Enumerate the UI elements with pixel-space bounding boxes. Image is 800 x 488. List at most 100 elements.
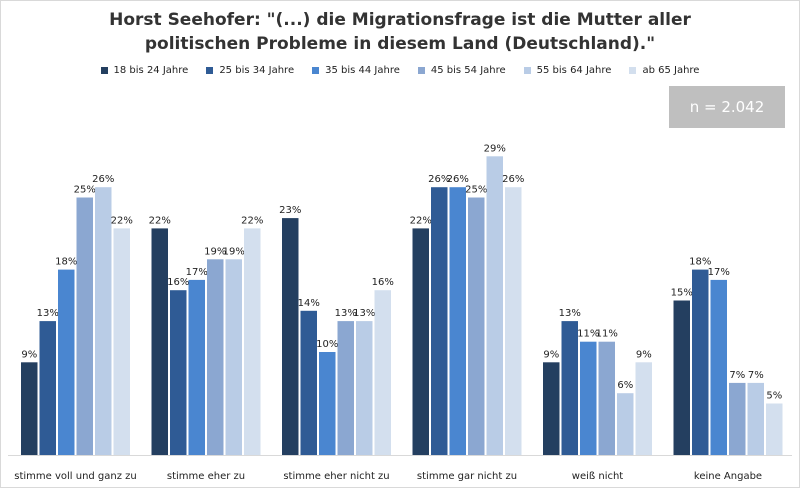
bar <box>58 269 75 455</box>
bar <box>561 321 578 455</box>
bar <box>113 228 130 455</box>
data-label: 23% <box>279 205 301 216</box>
bar <box>673 300 690 455</box>
bar <box>170 290 187 455</box>
data-label: 26% <box>502 174 524 185</box>
bar <box>282 218 299 455</box>
bar <box>225 259 242 455</box>
category-label: stimme eher nicht zu <box>283 471 389 482</box>
category-label: weiß nicht <box>572 471 624 482</box>
bar <box>505 187 522 455</box>
bar <box>635 362 652 455</box>
category-label: stimme gar nicht zu <box>417 471 517 482</box>
legend-swatch <box>312 67 320 74</box>
data-label: 18% <box>689 257 711 268</box>
bar <box>412 228 429 455</box>
data-label: 26% <box>428 174 450 185</box>
data-label: 19% <box>223 246 245 257</box>
bar <box>710 279 727 455</box>
bar <box>39 321 56 455</box>
data-label: 22% <box>111 215 133 226</box>
legend-label: 18 bis 24 Jahre <box>113 65 189 76</box>
data-label: 11% <box>577 329 599 340</box>
data-label: 6% <box>617 380 633 391</box>
data-label: 22% <box>241 215 263 226</box>
data-label: 7% <box>729 370 745 381</box>
legend-item: 55 bis 64 Jahre <box>523 65 612 76</box>
legend-label: ab 65 Jahre <box>642 65 700 76</box>
data-label: 22% <box>410 215 432 226</box>
legend-swatch <box>417 67 425 74</box>
data-label: 26% <box>447 174 469 185</box>
category-label: stimme voll und ganz zu <box>14 471 137 482</box>
data-label: 16% <box>167 277 189 288</box>
bar <box>188 279 205 455</box>
data-label: 9% <box>543 349 559 360</box>
bar <box>21 362 38 455</box>
bar <box>319 352 336 455</box>
legend-label: 55 bis 64 Jahre <box>536 65 612 76</box>
legend-item: 18 bis 24 Jahre <box>100 65 189 76</box>
bar <box>356 321 373 455</box>
chart-legend: 18 bis 24 Jahre 25 bis 34 Jahre 35 bis 44 … <box>0 65 800 76</box>
data-label: 13% <box>335 308 357 319</box>
bar <box>543 362 560 455</box>
data-label: 10% <box>316 339 338 350</box>
data-label: 7% <box>748 370 764 381</box>
bar <box>617 393 634 455</box>
bar <box>729 382 746 455</box>
data-label: 25% <box>74 185 96 196</box>
bar <box>598 341 615 455</box>
bar <box>207 259 224 455</box>
legend-label: 45 bis 54 Jahre <box>430 65 506 76</box>
bar <box>151 228 168 455</box>
legend-swatch <box>523 67 531 74</box>
legend-item: 25 bis 34 Jahre <box>206 65 294 76</box>
bar <box>431 187 448 455</box>
bar <box>747 382 764 455</box>
bar <box>449 187 466 455</box>
data-label: 13% <box>353 308 375 319</box>
bar <box>692 269 709 455</box>
data-label: 29% <box>484 143 506 154</box>
data-label: 9% <box>636 349 652 360</box>
legend-swatch <box>206 67 214 74</box>
data-label: 13% <box>559 308 581 319</box>
sample-size-badge: n = 2.042 <box>669 86 785 128</box>
bar <box>95 187 112 455</box>
legend-item: 45 bis 54 Jahre <box>417 65 506 76</box>
data-label: 18% <box>55 257 77 268</box>
data-label: 15% <box>671 288 693 299</box>
bar <box>300 310 317 455</box>
chart-title: Horst Seehofer: "(...) die Migrationsfra… <box>109 10 691 54</box>
legend-swatch <box>100 67 108 74</box>
category-label: stimme eher zu <box>167 471 245 482</box>
data-label: 26% <box>92 174 114 185</box>
legend-item: 35 bis 44 Jahre <box>312 65 400 76</box>
bar <box>486 156 503 456</box>
data-label: 14% <box>298 298 320 309</box>
bar <box>468 197 485 455</box>
data-label: 9% <box>21 349 37 360</box>
data-label: 19% <box>204 246 226 257</box>
bar <box>244 228 261 455</box>
data-label: 17% <box>186 267 208 278</box>
bar <box>580 341 597 455</box>
category-label: keine Angabe <box>694 471 762 482</box>
legend-swatch <box>629 67 637 74</box>
bar <box>337 321 354 455</box>
legend-item: ab 65 Jahre <box>629 65 699 76</box>
data-label: 5% <box>766 391 782 402</box>
data-label: 17% <box>708 267 730 278</box>
bar <box>76 197 93 455</box>
legend-label: 35 bis 44 Jahre <box>325 65 400 76</box>
bar <box>766 403 783 455</box>
data-label: 22% <box>149 215 171 226</box>
legend-label: 25 bis 34 Jahre <box>219 65 295 76</box>
data-label: 16% <box>372 277 394 288</box>
data-label: 25% <box>465 185 487 196</box>
data-label: 13% <box>37 308 59 319</box>
data-label: 11% <box>596 329 618 340</box>
bar <box>374 290 391 455</box>
